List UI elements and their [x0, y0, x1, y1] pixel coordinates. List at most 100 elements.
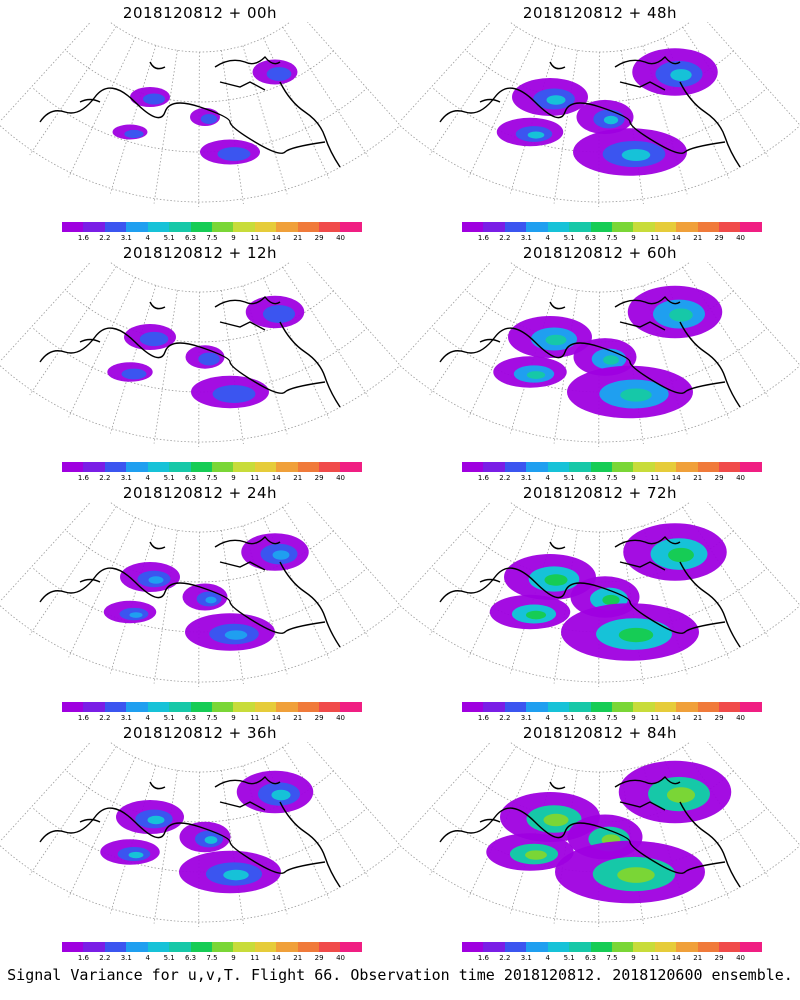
colorbar-swatch — [590, 462, 612, 472]
colorbar-swatch — [211, 942, 234, 952]
colorbar-label: 6.3 — [184, 714, 197, 722]
colorbar-label: 6.3 — [584, 954, 597, 962]
colorbar-label: 3.1 — [120, 234, 132, 242]
colorbar-swatch — [569, 222, 591, 232]
colorbar-swatch — [633, 462, 655, 472]
colorbar — [62, 942, 362, 954]
colorbar-label: 5.1 — [163, 234, 175, 242]
colorbar-label: 4 — [145, 234, 150, 242]
colorbar-swatch — [676, 942, 698, 952]
colorbar-label: 1.6 — [77, 954, 89, 962]
colorbar-label: 6.3 — [184, 234, 197, 242]
colorbar-label: 14 — [671, 474, 681, 482]
colorbar-label: 9 — [631, 954, 636, 962]
colorbar-swatch — [126, 942, 148, 952]
colorbar-label: 29 — [714, 234, 724, 242]
colorbar-label: 9 — [631, 234, 636, 242]
coastline — [439, 295, 741, 408]
colorbar-swatch — [104, 222, 127, 232]
panel-title: 2018120812 + 48h — [522, 4, 678, 22]
colorbar-swatch — [697, 222, 720, 232]
colorbar-swatch — [462, 702, 484, 712]
colorbar-swatch — [190, 942, 212, 952]
colorbar-swatch — [190, 462, 212, 472]
colorbar-swatch — [633, 942, 655, 952]
colorbar-label: 29 — [314, 954, 324, 962]
colorbar-swatch — [147, 702, 170, 712]
colorbar-swatch — [233, 942, 255, 952]
colorbar-label: 6.3 — [584, 474, 597, 482]
map-panel: 2018120812 + 12h 1.6 2.2 3.1 4 5.1 6.3 7.5 9 11 14… — [0, 240, 404, 485]
colorbar-swatch — [654, 702, 677, 712]
colorbar-label: 14 — [671, 234, 681, 242]
coastline — [39, 55, 341, 168]
coastline — [439, 55, 741, 168]
map-panel: 2018120812 + 60h 1.6 2.2 3.1 4 5.1 6.3 7.5 9 11 14… — [394, 240, 800, 485]
colorbar — [62, 702, 362, 714]
colorbar-label: 5.1 — [163, 954, 175, 962]
map-plot — [394, 732, 800, 927]
map-panel: 2018120812 + 36h 1.6 2.2 3.1 4 5.1 6.3 7.5 9 11 14… — [0, 720, 404, 965]
colorbar-swatch — [254, 462, 277, 472]
colorbar-label: 29 — [714, 474, 724, 482]
colorbar-swatch — [340, 222, 362, 232]
colorbar — [462, 222, 762, 234]
colorbar-label: 2.2 — [499, 954, 511, 962]
coastline — [39, 775, 341, 888]
map-plot — [0, 252, 404, 447]
colorbar-swatch — [740, 462, 762, 472]
variance-field — [493, 285, 723, 419]
colorbar-label: 7.5 — [606, 474, 618, 482]
colorbar-label: 6.3 — [584, 234, 597, 242]
map-plot — [0, 492, 404, 687]
colorbar-label: 5.1 — [563, 954, 575, 962]
colorbar-swatch — [504, 462, 527, 472]
colorbar-swatch — [83, 462, 105, 472]
colorbar-label: 7.5 — [606, 234, 618, 242]
colorbar-swatch — [569, 942, 591, 952]
colorbar — [62, 222, 362, 234]
colorbar-swatch — [697, 942, 720, 952]
colorbar-label: 4 — [145, 954, 150, 962]
colorbar-swatch — [83, 702, 105, 712]
colorbar-swatch — [654, 942, 677, 952]
colorbar-label: 1.6 — [77, 474, 89, 482]
colorbar-swatch — [340, 462, 362, 472]
map-panel: 2018120812 + 00h 1.6 2.2 3.1 4 5.1 6.3 7.5 9 11 14… — [0, 0, 404, 245]
colorbar-label: 40 — [336, 714, 346, 722]
colorbar-swatch — [297, 462, 320, 472]
colorbar-labels: 1.6 2.2 3.1 4 5.1 6.3 7.5 9 11 14 21 29 40 — [58, 954, 368, 964]
colorbar-swatch — [719, 702, 741, 712]
colorbar-label: 4 — [545, 714, 550, 722]
coastline — [439, 775, 741, 888]
colorbar-label: 7.5 — [206, 954, 218, 962]
variance-field — [489, 523, 727, 661]
colorbar-label: 21 — [293, 474, 303, 482]
colorbar-swatch — [462, 462, 484, 472]
colorbar-swatch — [233, 702, 255, 712]
colorbar-label: 1.6 — [477, 474, 489, 482]
colorbar-label: 21 — [693, 714, 703, 722]
colorbar-swatch — [147, 462, 170, 472]
colorbar-swatch — [276, 462, 298, 472]
panel-title: 2018120812 + 24h — [122, 484, 278, 502]
colorbar-label: 21 — [293, 714, 303, 722]
colorbar-label: 7.5 — [206, 234, 218, 242]
colorbar-swatch — [62, 942, 84, 952]
colorbar-label: 2.2 — [499, 234, 511, 242]
colorbar-swatch — [611, 942, 634, 952]
colorbar-swatch — [462, 942, 484, 952]
colorbar-swatch — [654, 222, 677, 232]
colorbar-label: 14 — [671, 954, 681, 962]
colorbar-label: 1.6 — [77, 714, 89, 722]
colorbar-label: 4 — [545, 474, 550, 482]
colorbar-swatch — [190, 222, 212, 232]
colorbar-label: 40 — [736, 474, 746, 482]
colorbar-label: 5.1 — [563, 474, 575, 482]
colorbar-swatch — [104, 462, 127, 472]
colorbar-swatch — [526, 462, 548, 472]
colorbar-swatch — [340, 942, 362, 952]
colorbar-swatch — [233, 462, 255, 472]
colorbar-swatch — [740, 702, 762, 712]
panel-title: 2018120812 + 60h — [522, 244, 678, 262]
